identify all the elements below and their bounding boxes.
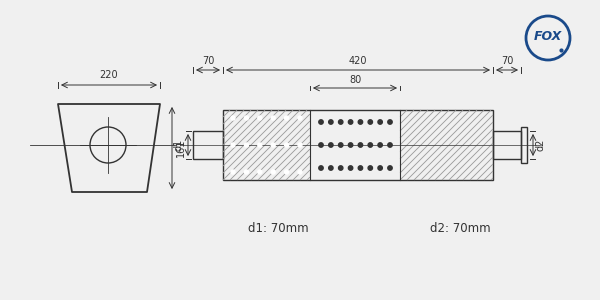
Circle shape	[388, 143, 392, 147]
Circle shape	[284, 170, 289, 174]
Circle shape	[298, 143, 302, 147]
Circle shape	[231, 116, 235, 120]
Circle shape	[298, 170, 302, 174]
Circle shape	[284, 116, 289, 120]
Circle shape	[284, 143, 289, 147]
Circle shape	[271, 143, 275, 147]
Circle shape	[349, 143, 353, 147]
Circle shape	[244, 170, 248, 174]
Circle shape	[349, 120, 353, 124]
Circle shape	[258, 116, 262, 120]
Circle shape	[358, 120, 362, 124]
Text: 220: 220	[100, 70, 118, 80]
Circle shape	[338, 166, 343, 170]
Circle shape	[271, 116, 275, 120]
Circle shape	[231, 143, 235, 147]
Circle shape	[329, 120, 333, 124]
Text: d2: d2	[536, 139, 546, 151]
Bar	[193, 131, 223, 159]
Text: d1: d1	[173, 139, 183, 151]
Circle shape	[298, 116, 302, 120]
Bar	[493, 131, 521, 159]
Circle shape	[319, 166, 323, 170]
Circle shape	[244, 143, 248, 147]
Circle shape	[378, 166, 382, 170]
Circle shape	[244, 116, 248, 120]
Text: 70: 70	[202, 56, 214, 66]
Circle shape	[329, 166, 333, 170]
Circle shape	[319, 120, 323, 124]
Bar	[223, 110, 493, 180]
Circle shape	[349, 166, 353, 170]
Circle shape	[368, 166, 373, 170]
Circle shape	[378, 143, 382, 147]
Text: 80: 80	[349, 75, 361, 85]
Circle shape	[338, 143, 343, 147]
Text: d1: 70mm: d1: 70mm	[248, 221, 308, 235]
Circle shape	[271, 170, 275, 174]
Text: FOX: FOX	[534, 29, 562, 43]
Circle shape	[258, 170, 262, 174]
Circle shape	[388, 166, 392, 170]
Circle shape	[338, 120, 343, 124]
Text: 70: 70	[501, 56, 513, 66]
Bar	[521, 127, 527, 163]
Text: 420: 420	[349, 56, 367, 66]
Circle shape	[258, 143, 262, 147]
Text: d2: 70mm: d2: 70mm	[430, 221, 490, 235]
Circle shape	[329, 143, 333, 147]
Circle shape	[358, 166, 362, 170]
Circle shape	[368, 120, 373, 124]
Circle shape	[231, 170, 235, 174]
Circle shape	[358, 143, 362, 147]
Circle shape	[388, 120, 392, 124]
Text: 161: 161	[176, 139, 186, 157]
Circle shape	[378, 120, 382, 124]
Circle shape	[368, 143, 373, 147]
Circle shape	[319, 143, 323, 147]
